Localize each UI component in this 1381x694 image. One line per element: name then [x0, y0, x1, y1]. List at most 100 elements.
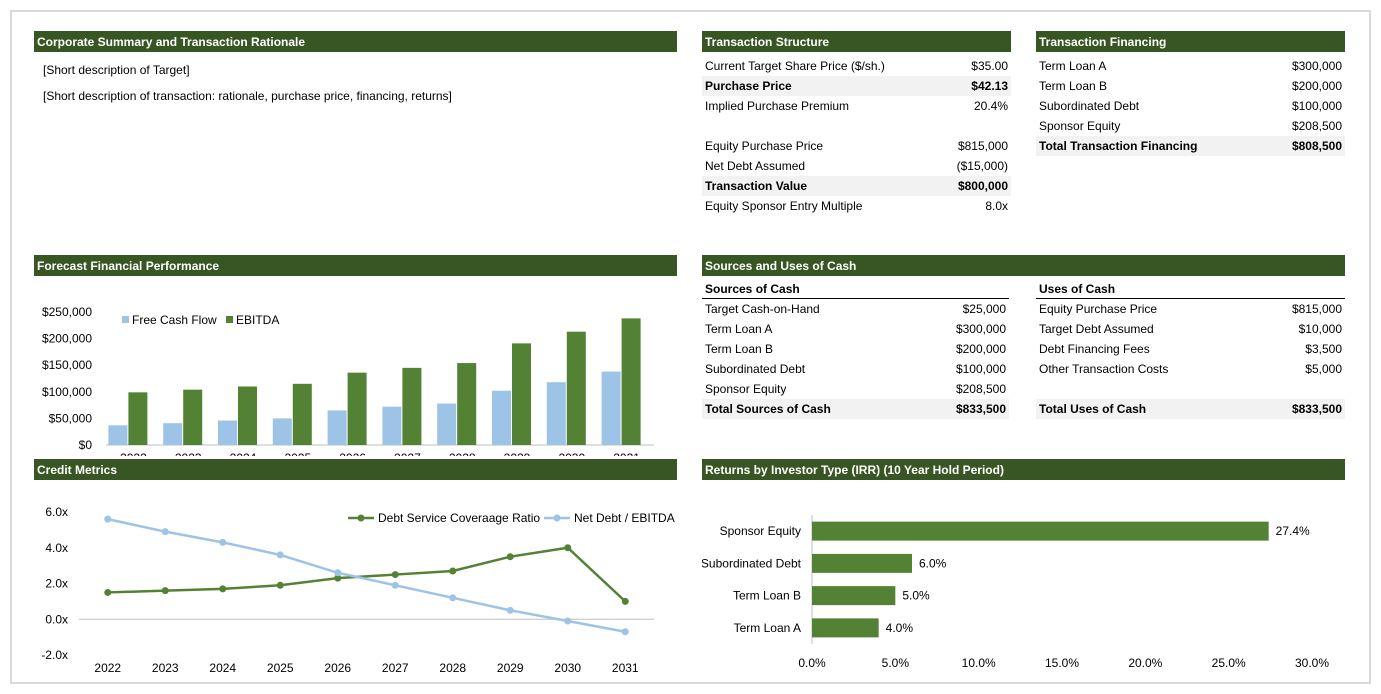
uses-of-cash-table: Uses of Cash Equity Purchase Price $815,0… — [1036, 279, 1345, 419]
bar-free-cash-flow — [327, 410, 347, 445]
bar-ebitda — [183, 389, 203, 445]
y-tick-label: $150,000 — [42, 358, 92, 372]
point-debt-service-coveraage-ratio — [104, 588, 112, 596]
data-label: 27.4% — [1276, 524, 1310, 538]
returns-panel: Returns by Investor Type (IRR) (10 Year … — [701, 459, 1345, 688]
bar-ebitda — [347, 372, 367, 445]
structure-row: Equity Purchase Price $815,000 — [702, 136, 1011, 156]
uses-row: Other Transaction Costs $5,000 — [1036, 359, 1345, 379]
sources-row: Term Loan B $200,000 — [702, 339, 1009, 359]
dashboard-frame — [10, 10, 1371, 684]
financing-label: Sponsor Equity — [1039, 119, 1121, 133]
bar-ebitda — [402, 367, 422, 445]
sources-row: Sponsor Equity $208,500 — [702, 379, 1009, 399]
bar-ebitda — [566, 331, 586, 445]
x-tick-label: 2031 — [613, 451, 640, 456]
category-label: Subordinated Debt — [702, 556, 802, 570]
sources-label: Subordinated Debt — [705, 362, 806, 376]
point-debt-service-coveraage-ratio — [506, 553, 514, 561]
financing-label: Term Loan A — [1039, 59, 1107, 73]
point-debt-service-coveraage-ratio — [219, 585, 227, 593]
structure-value: $800,000 — [957, 179, 1008, 193]
data-label: 6.0% — [919, 556, 947, 570]
uses-value: $815,000 — [1291, 302, 1342, 316]
credit-metrics-header: Credit Metrics — [34, 459, 677, 480]
sources-uses-header: Sources and Uses of Cash — [702, 255, 1345, 276]
x-tick-label: 5.0% — [882, 656, 910, 670]
uses-label: Target Debt Assumed — [1039, 322, 1154, 336]
x-tick-label: 25.0% — [1212, 656, 1246, 670]
structure-value: ($15,000) — [956, 159, 1008, 173]
bar-free-cash-flow — [382, 406, 402, 445]
transaction-financing-table: Term Loan A $300,000 Term Loan B $200,000 Su… — [1036, 52, 1345, 156]
sources-value: $200,000 — [955, 342, 1006, 356]
bar-ebitda — [621, 318, 641, 445]
structure-value: $815,000 — [957, 139, 1008, 153]
sources-of-cash-title: Sources of Cash — [702, 279, 1009, 299]
sources-label: Term Loan A — [705, 322, 773, 336]
x-tick-label: 2031 — [612, 661, 639, 675]
point-net-debt-ebitda — [506, 606, 514, 614]
y-tick-label: 0.0x — [45, 612, 68, 626]
sources-value: $25,000 — [962, 302, 1006, 316]
uses-value: $10,000 — [1298, 322, 1342, 336]
structure-label: Net Debt Assumed — [705, 159, 806, 173]
returns-header: Returns by Investor Type (IRR) (10 Year … — [702, 459, 1345, 480]
bar-ebitda — [292, 383, 312, 445]
financing-row: Term Loan B $200,000 — [1036, 76, 1345, 96]
forecast-panel: Forecast Financial Performance $0 $50,000… — [34, 255, 677, 465]
return-bar — [812, 618, 879, 638]
uses-value: $5,000 — [1305, 362, 1342, 376]
uses-label: Total Uses of Cash — [1039, 402, 1147, 416]
uses-row — [1036, 379, 1345, 399]
legend-marker — [553, 514, 561, 522]
financing-value: $100,000 — [1291, 99, 1342, 113]
x-tick-label: 2028 — [449, 451, 476, 456]
uses-row: Debt Financing Fees $3,500 — [1036, 339, 1345, 359]
structure-row: Transaction Value $800,000 — [702, 176, 1011, 196]
bar-free-cash-flow — [218, 420, 237, 445]
legend-label: Net Debt / EBITDA — [574, 511, 675, 525]
structure-label: Implied Purchase Premium — [705, 99, 850, 113]
line-debt-service-coveraage-ratio — [107, 546, 627, 603]
financing-row: Term Loan A $300,000 — [1036, 56, 1345, 76]
point-net-debt-ebitda — [161, 528, 169, 536]
financing-row: Subordinated Debt $100,000 — [1036, 96, 1345, 116]
bar-ebitda — [457, 363, 477, 445]
x-tick-label: 2023 — [175, 451, 202, 456]
sources-uses-panel: Sources and Uses of Cash Sources of Cash… — [702, 255, 1345, 419]
point-net-debt-ebitda — [621, 628, 629, 636]
point-debt-service-coveraage-ratio — [564, 544, 572, 552]
bar-free-cash-flow — [163, 423, 183, 445]
sources-label: Total Sources of Cash — [705, 402, 831, 416]
x-tick-label: 2029 — [497, 661, 524, 675]
returns-chart: Sponsor Equity 27.4% Subordinated Debt 6.0%… — [701, 515, 1329, 670]
x-tick-label: 2027 — [382, 661, 409, 675]
x-tick-label: 2023 — [152, 661, 179, 675]
x-tick-label: 2029 — [504, 451, 531, 456]
structure-value: 20.4% — [973, 99, 1008, 113]
transaction-financing-header: Transaction Financing — [1036, 31, 1345, 52]
financing-label: Term Loan B — [1039, 79, 1108, 93]
structure-label: Equity Purchase Price — [705, 139, 824, 153]
financing-row: Total Transaction Financing $808,500 — [1036, 136, 1345, 156]
financing-label: Subordinated Debt — [1039, 99, 1140, 113]
point-net-debt-ebitda — [276, 551, 284, 559]
x-tick-label: 30.0% — [1295, 656, 1329, 670]
transaction-structure-header: Transaction Structure — [702, 31, 1011, 52]
sources-row: Subordinated Debt $100,000 — [702, 359, 1009, 379]
structure-label: Purchase Price — [705, 79, 792, 93]
bar-ebitda — [512, 343, 531, 445]
bar-ebitda — [128, 392, 148, 445]
y-tick-label: -2.0x — [41, 648, 68, 662]
sources-label: Target Cash-on-Hand — [705, 302, 820, 316]
sources-label: Term Loan B — [705, 342, 774, 356]
transaction-description: [Short description of transaction: ratio… — [43, 89, 452, 103]
x-tick-label: 15.0% — [1045, 656, 1079, 670]
sources-value: $208,500 — [955, 382, 1006, 396]
sources-value: $300,000 — [955, 322, 1006, 336]
financing-value: $808,500 — [1291, 139, 1342, 153]
bar-free-cash-flow — [272, 418, 292, 445]
bar-free-cash-flow — [601, 371, 621, 445]
sources-value: $833,500 — [955, 402, 1006, 416]
